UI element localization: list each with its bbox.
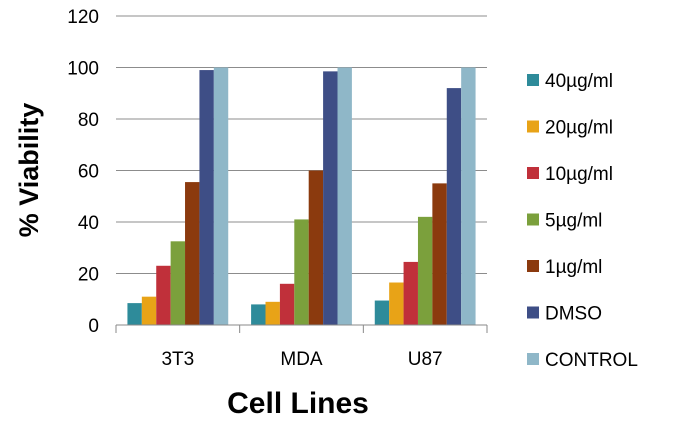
- bar-u87-3: [417, 216, 433, 325]
- bar-mda-2: [279, 283, 295, 325]
- bar-u87-6: [461, 67, 476, 325]
- bar-mda-1: [265, 301, 280, 325]
- y-axis-ticks: 0 20 40 60 80 100 120: [67, 7, 99, 337]
- legend-label: 40µg/ml: [545, 71, 613, 92]
- legend-label: 10µg/ml: [545, 164, 613, 185]
- y-tick-label: 40: [78, 213, 99, 234]
- bar-u87-5: [446, 88, 462, 325]
- legend-swatch: [527, 213, 539, 226]
- bar-u87-2: [403, 261, 418, 325]
- legend-label: 1µg/ml: [545, 257, 602, 278]
- legend: 40µg/ml 20µg/ml 10µg/ml 5µg/ml 1µg/ml DMSO CON…: [527, 71, 638, 371]
- x-tick-label: U87: [408, 349, 443, 370]
- legend-swatch: [527, 306, 539, 319]
- bar-mda-0: [251, 304, 266, 325]
- y-tick-label: 80: [78, 110, 99, 131]
- x-axis-title: Cell Lines: [227, 387, 369, 420]
- y-tick-label: 120: [67, 7, 99, 28]
- bar-3t3-4: [185, 182, 200, 325]
- bar-3t3-6: [213, 67, 229, 325]
- y-tick-label: 60: [78, 162, 99, 183]
- bar-u87-1: [389, 282, 404, 325]
- bars: [127, 67, 476, 325]
- x-tick-label: MDA: [280, 349, 323, 370]
- bar-mda-4: [308, 170, 324, 325]
- bar-u87-0: [374, 300, 390, 325]
- y-axis-title: % Viability: [14, 103, 44, 238]
- legend-label: 20µg/ml: [545, 118, 613, 139]
- y-tick-label: 20: [78, 265, 99, 286]
- bar-3t3-2: [156, 265, 171, 325]
- legend-label: DMSO: [545, 304, 602, 325]
- bar-mda-3: [294, 219, 309, 325]
- y-tick-label: 0: [88, 316, 99, 337]
- legend-label: CONTROL: [545, 350, 638, 371]
- bar-3t3-0: [127, 303, 142, 325]
- legend-label: 5µg/ml: [545, 211, 602, 232]
- x-axis-ticks: 3T3 MDA U87: [115, 325, 488, 370]
- legend-swatch: [527, 353, 539, 365]
- bar-u87-4: [432, 183, 447, 325]
- x-tick-label: 3T3: [161, 349, 194, 370]
- legend-swatch: [527, 74, 539, 86]
- y-tick-label: 100: [67, 59, 99, 80]
- bar-3t3-5: [199, 70, 214, 325]
- legend-swatch: [527, 167, 539, 179]
- legend-swatch: [527, 260, 539, 272]
- legend-swatch: [527, 120, 539, 133]
- bar-3t3-3: [170, 241, 186, 325]
- bar-mda-5: [323, 71, 338, 325]
- bar-mda-6: [337, 67, 352, 325]
- bar-3t3-1: [141, 296, 157, 325]
